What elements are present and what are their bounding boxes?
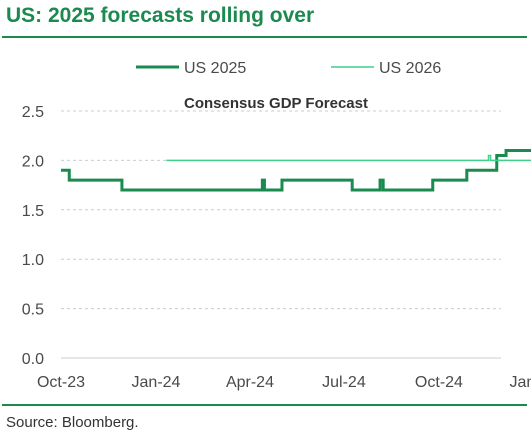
legend-label-us-2026: US 2026 — [379, 60, 441, 77]
page-title: US: 2025 forecasts rolling over — [6, 4, 315, 27]
y-gridlines — [61, 110, 501, 359]
x-axis-ticks: Oct-23 Jan-24 Apr-24 Jul-24 Oct-24 Jan-25 — [37, 374, 531, 391]
x-tick-label: Apr-24 — [226, 374, 274, 391]
y-tick-label: 2.5 — [22, 104, 44, 121]
x-tick-label: Jan-25 — [509, 374, 531, 391]
x-tick-label: Oct-23 — [37, 374, 85, 391]
y-tick-label: 1.5 — [22, 203, 44, 220]
chart-title: Consensus GDP Forecast — [184, 95, 368, 112]
y-tick-label: 0.5 — [22, 302, 44, 319]
series-lines — [61, 149, 531, 192]
x-tick-label: Jul-24 — [322, 374, 366, 391]
source-note: Source: Bloomberg. — [6, 414, 139, 431]
series-line-us-2025 — [61, 149, 531, 192]
y-tick-label: 1.0 — [22, 252, 44, 269]
gdp-forecast-chart: US 2025 US 2026 Consensus GDP Forecast 0… — [22, 60, 531, 391]
footer-divider — [2, 404, 527, 406]
x-tick-label: Jan-24 — [132, 374, 181, 391]
header-divider — [2, 36, 527, 38]
chart-legend: US 2025 US 2026 — [136, 60, 441, 77]
legend-label-us-2025: US 2025 — [184, 60, 246, 77]
x-tick-label: Oct-24 — [415, 374, 463, 391]
y-tick-label: 0.0 — [22, 351, 44, 368]
series-line-us-2026 — [166, 154, 531, 162]
y-tick-label: 2.0 — [22, 153, 44, 170]
y-axis-ticks: 0.0 0.5 1.0 1.5 2.0 2.5 — [22, 104, 44, 368]
